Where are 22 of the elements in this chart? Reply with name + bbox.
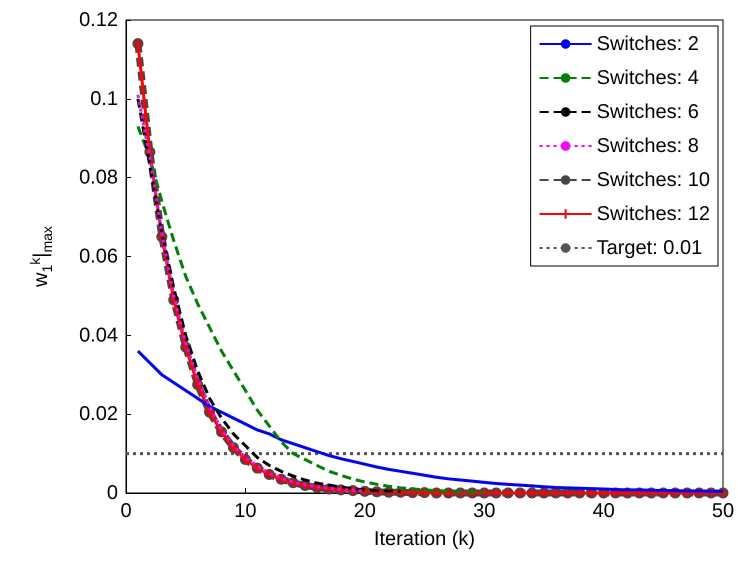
legend-label: Switches: 4 — [596, 67, 699, 89]
y-tick-label: 0.12 — [79, 9, 118, 31]
x-tick-label: 10 — [234, 500, 257, 522]
legend-label: Switches: 2 — [596, 33, 699, 55]
x-tick-label: 40 — [592, 500, 615, 522]
x-tick-label: 30 — [473, 500, 496, 522]
y-tick-label: 0 — [106, 482, 118, 504]
legend-label: Switches: 6 — [596, 101, 699, 123]
x-tick-label: 20 — [354, 500, 376, 522]
x-tick-label: 0 — [120, 500, 132, 522]
x-tick-label: 50 — [712, 500, 734, 522]
y-axis-title: w1k|max — [27, 226, 55, 288]
legend-label: Switches: 8 — [596, 135, 699, 157]
legend-label: Switches: 12 — [596, 203, 710, 225]
y-tick-label: 0.06 — [79, 246, 118, 268]
x-axis-title: Iteration (k) — [374, 528, 476, 550]
y-tick-label: 0.02 — [79, 403, 118, 426]
y-tick-label: 0.04 — [79, 324, 118, 346]
legend-label: Switches: 10 — [596, 169, 710, 191]
legend-label: Target: 0.01 — [596, 237, 702, 259]
y-tick-label: 0.08 — [79, 166, 118, 189]
y-tick-label: 0.1 — [90, 88, 118, 110]
